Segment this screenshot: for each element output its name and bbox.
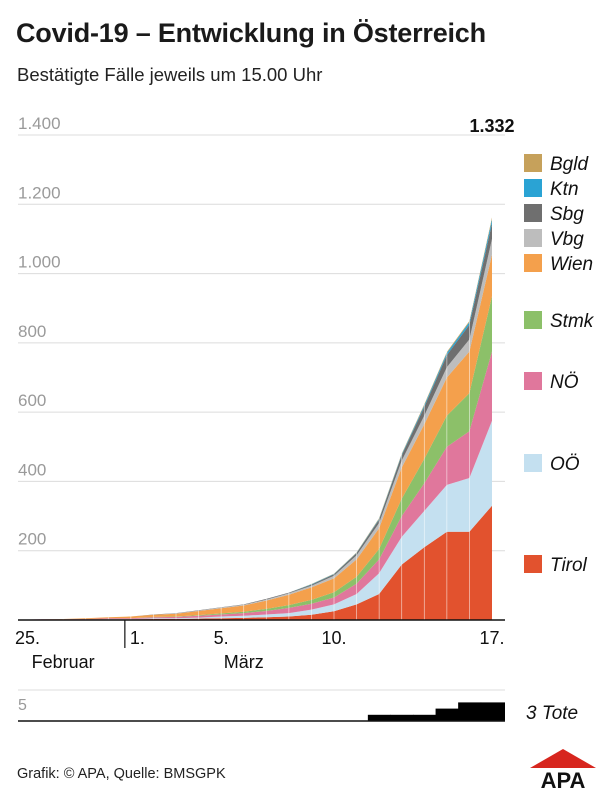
deaths-label: 3 Tote: [526, 703, 578, 724]
covid-stacked-area-chart: 200 400 600 800 1.000 1.200 1.400 1.332 25. 1. 5. 1…: [15, 114, 595, 724]
legend-label-stmk: Stmk: [550, 311, 595, 332]
legend-label-tirol: Tirol: [550, 555, 588, 576]
legend-swatch-sbg: [524, 204, 542, 222]
legend-swatch-stmk: [524, 311, 542, 329]
legend-label-oö: OÖ: [550, 454, 580, 475]
legend-label-vbg: Vbg: [550, 229, 584, 250]
legend-swatch-nö: [524, 372, 542, 390]
deaths-bar: [480, 702, 505, 721]
page-subtitle: Bestätigte Fälle jeweils um 15.00 Uhr: [17, 64, 323, 85]
deaths-bar: [367, 714, 391, 721]
total-value-label: 1.332: [469, 116, 514, 136]
apa-logo-text: APA: [541, 768, 586, 790]
x-tick-label: 17.: [479, 628, 504, 648]
area-series-tirol: [18, 505, 492, 620]
month-label: Februar: [32, 652, 95, 672]
legend-label-sbg: Sbg: [550, 204, 584, 225]
legend-swatch-wien: [524, 254, 542, 272]
deaths-bar: [435, 708, 459, 721]
y-tick-label: 200: [18, 530, 46, 549]
deaths-bar: [458, 702, 482, 721]
deaths-bar: [390, 714, 414, 721]
legend-swatch-vbg: [524, 229, 542, 247]
month-label: März: [224, 652, 264, 672]
y-tick-label: 1.200: [18, 183, 61, 202]
page-title: Covid-19 – Entwicklung in Österreich: [16, 18, 486, 48]
legend-label-ktn: Ktn: [550, 179, 579, 200]
deaths-scale-label: 5: [18, 697, 27, 714]
y-tick-label: 800: [18, 322, 46, 341]
deaths-bar: [413, 714, 437, 721]
apa-logo: APA: [525, 748, 601, 790]
y-tick-label: 400: [18, 460, 46, 479]
legend-swatch-oö: [524, 454, 542, 472]
source-credit: Grafik: © APA, Quelle: BMSGPK: [17, 766, 226, 782]
legend-label-bgld: Bgld: [550, 154, 589, 175]
x-tick-label: 10.: [321, 628, 346, 648]
legend-swatch-ktn: [524, 179, 542, 197]
x-tick-label: 25.: [15, 628, 40, 648]
x-tick-label: 5.: [214, 628, 229, 648]
y-tick-label: 600: [18, 391, 46, 410]
x-tick-label: 1.: [130, 628, 145, 648]
legend-swatch-bgld: [524, 154, 542, 172]
legend-swatch-tirol: [524, 555, 542, 573]
y-tick-label: 1.000: [18, 253, 61, 272]
legend-label-nö: NÖ: [550, 372, 579, 393]
legend-label-wien: Wien: [550, 254, 593, 275]
y-tick-label: 1.400: [18, 114, 61, 133]
